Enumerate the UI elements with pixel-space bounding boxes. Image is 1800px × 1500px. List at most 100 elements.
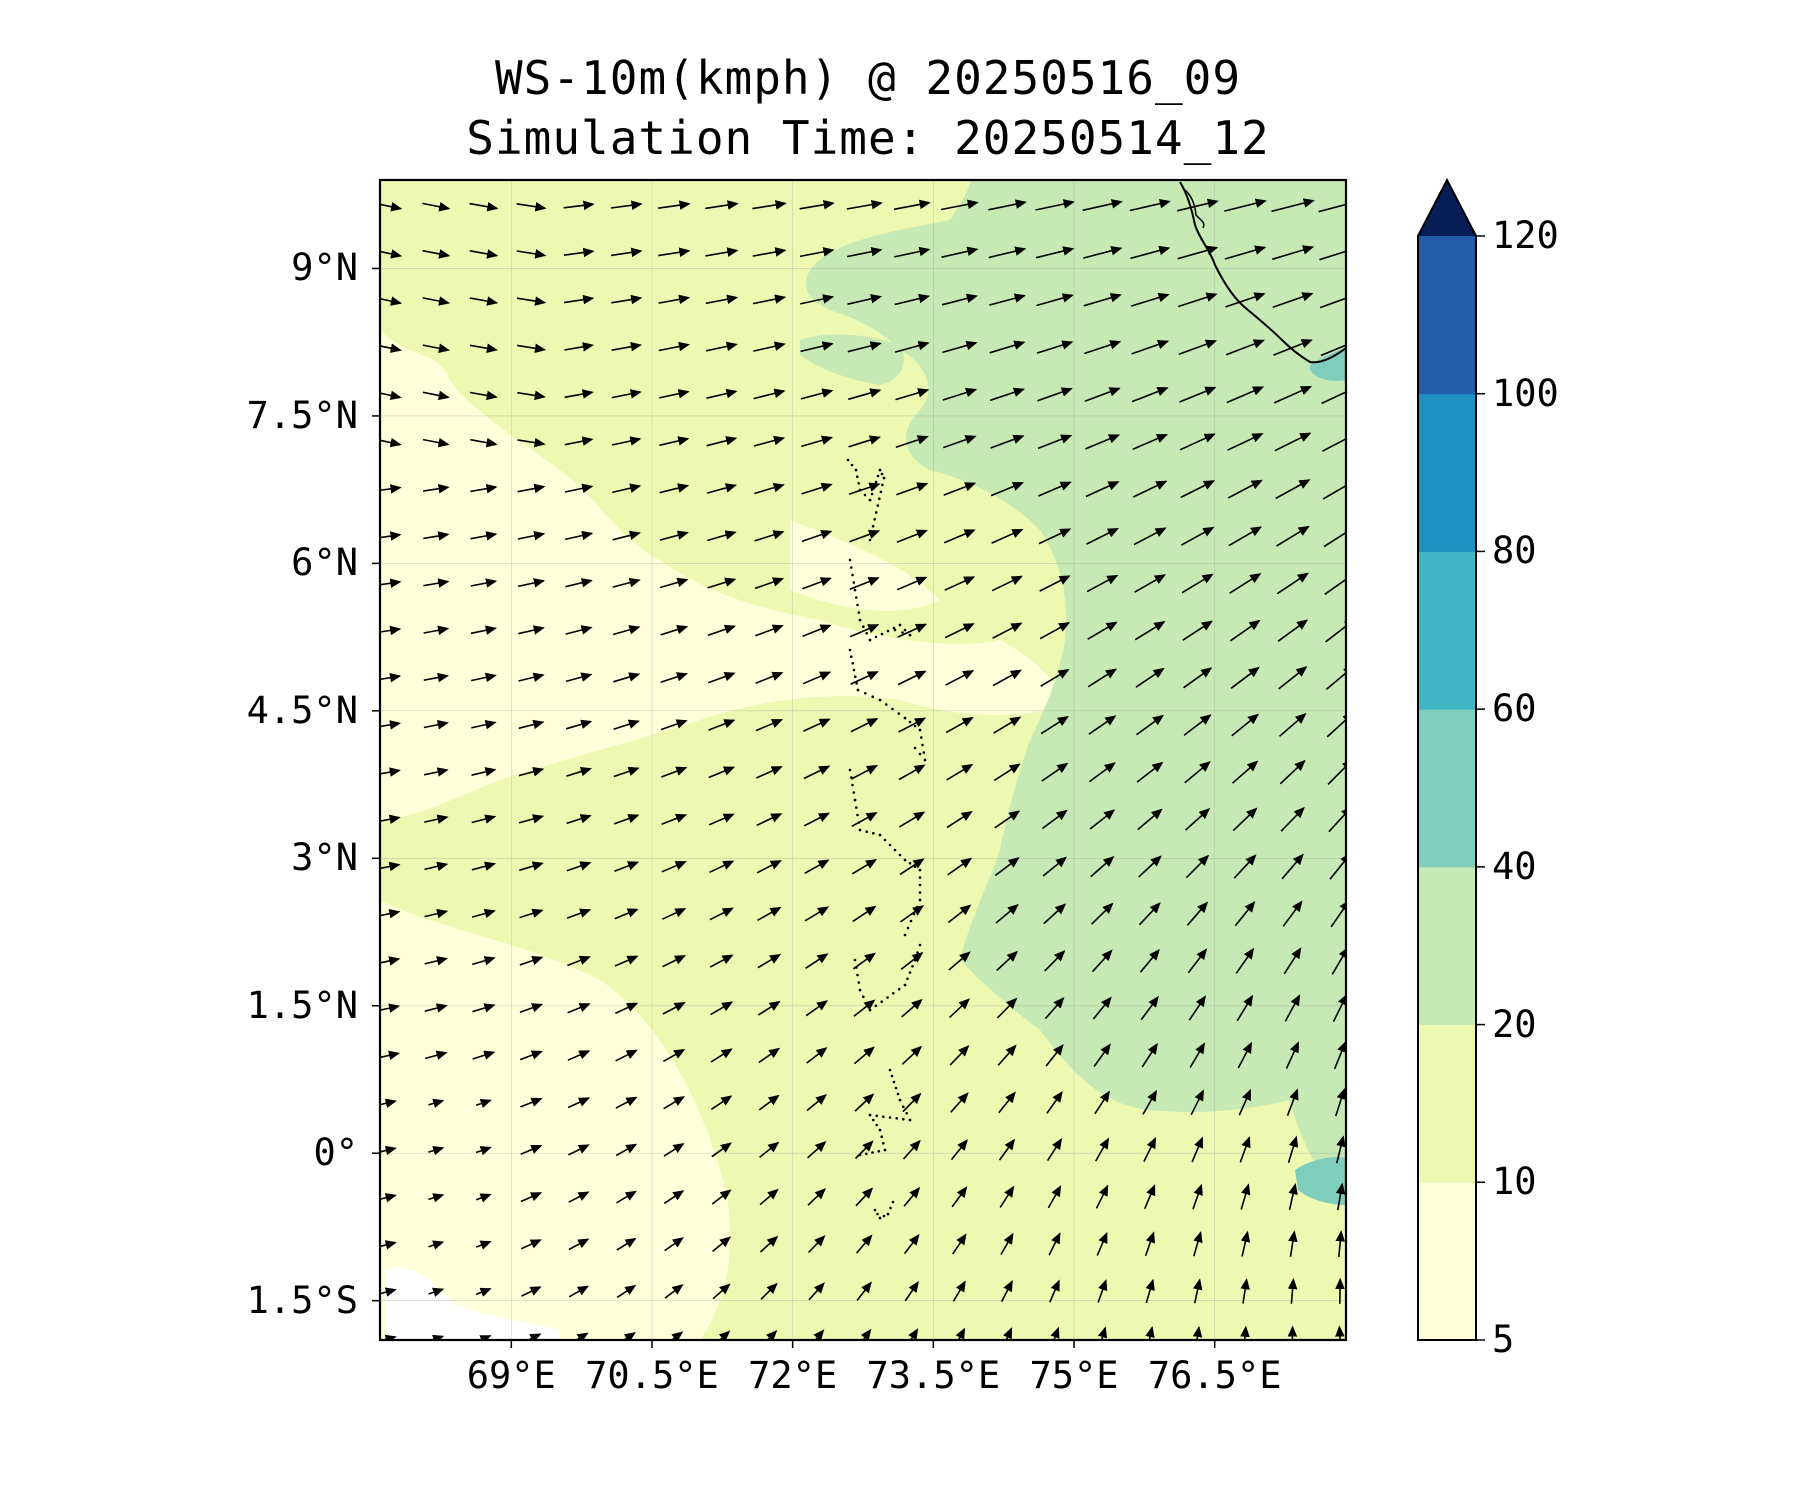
wind-arrow [565, 530, 594, 541]
wind-arrow [1133, 527, 1167, 546]
wind-arrow [707, 577, 737, 589]
wind-arrow [565, 672, 593, 683]
wind-arrow [940, 199, 979, 211]
wind-arrow [705, 341, 738, 352]
colorbar-tick-label: 5 [1492, 1318, 1515, 1361]
wind-arrow [1138, 855, 1162, 878]
atoll-dot [865, 830, 868, 833]
atoll-dot [874, 511, 878, 514]
wind-arrow [612, 530, 641, 541]
wind-arrow [471, 719, 497, 730]
wind-arrow [1094, 1090, 1110, 1115]
wind-arrow [1275, 479, 1311, 500]
wind-arrow [896, 482, 929, 496]
wind-arrow [471, 908, 496, 919]
y-tick-label: 1.5°N [246, 983, 358, 1027]
wind-arrow [469, 296, 499, 306]
wind-arrow [945, 670, 975, 686]
wind-arrow [706, 483, 737, 494]
wind-arrow [1191, 1136, 1204, 1163]
atoll-dot [863, 493, 867, 497]
wind-arrow [1184, 808, 1211, 831]
wind-arrow [807, 1235, 826, 1254]
wind-arrow [1228, 526, 1263, 547]
wind-arrow [422, 483, 450, 494]
wind-arrow [709, 907, 734, 921]
wind-arrow [1050, 1326, 1060, 1340]
wind-arrow [615, 1143, 638, 1157]
wind-arrow [1323, 525, 1346, 548]
wind-arrow [804, 906, 830, 922]
wind-arrow [614, 861, 640, 873]
wind-arrow [563, 294, 595, 305]
wind-arrow [1097, 1279, 1108, 1303]
wind-arrow [995, 903, 1019, 924]
wind-arrow [1192, 1278, 1203, 1304]
wind-arrow [563, 247, 595, 258]
atoll-dot [850, 655, 853, 658]
wind-arrow [989, 387, 1026, 402]
wind-arrow [664, 1237, 684, 1252]
wind-arrow [658, 294, 691, 305]
wind-arrow [1045, 1043, 1064, 1067]
wind-arrow [1095, 1184, 1109, 1209]
wind-arrow [1038, 528, 1072, 545]
wind-arrow [519, 908, 544, 919]
wind-arrow [894, 246, 931, 258]
wind-arrow [894, 340, 930, 353]
wind-arrow [1089, 809, 1116, 830]
atoll-dot [868, 498, 872, 502]
wind-arrow [990, 434, 1025, 449]
wind-arrow [1131, 339, 1170, 355]
wind-arrow [1040, 668, 1070, 687]
wind-arrow [942, 387, 978, 401]
colorbar-tick-label: 60 [1492, 687, 1537, 731]
wind-arrow [947, 904, 972, 924]
wind-arrow [615, 1049, 638, 1062]
wind-arrow [855, 1187, 874, 1207]
wind-arrow [1179, 433, 1216, 451]
atoll-dot [878, 698, 882, 702]
wind-arrow [754, 577, 785, 590]
wind-arrow [1131, 387, 1169, 403]
wind-arrow [988, 199, 1027, 211]
wind-arrow [1090, 855, 1115, 878]
wind-arrow [805, 953, 829, 969]
wind-arrow [1332, 993, 1346, 1023]
colorbar-band [1418, 393, 1476, 552]
atoll-dot [882, 476, 886, 480]
wind-arrow [380, 296, 403, 306]
wind-arrow [757, 1000, 781, 1016]
wind-arrow [998, 1091, 1016, 1114]
atoll-dot [878, 1216, 882, 1220]
wind-arrow [563, 200, 595, 211]
wind-arrow [806, 1094, 827, 1112]
wind-arrow [1176, 198, 1219, 212]
colorbar-band [1418, 1024, 1476, 1183]
wind-arrow [657, 200, 691, 210]
wind-arrow [1182, 620, 1213, 641]
atoll-dot [888, 843, 892, 847]
atoll-dot [915, 905, 919, 909]
wind-arrow [895, 388, 930, 401]
wind-arrow [1043, 903, 1067, 925]
wind-arrow [613, 814, 640, 825]
wind-arrow [1137, 808, 1163, 831]
wind-arrow [1282, 900, 1303, 927]
wind-arrow [610, 200, 643, 211]
wind-arrow [1240, 1183, 1251, 1210]
wind-arrow [760, 1282, 778, 1300]
wind-arrow [659, 436, 690, 447]
wind-arrow [1240, 1325, 1250, 1340]
wind-arrow [423, 531, 450, 541]
wind-arrow [808, 1282, 825, 1301]
map-panel [380, 180, 1346, 1340]
wind-arrow [380, 1334, 397, 1340]
wind-arrow [1145, 1278, 1155, 1304]
wind-arrow [1183, 714, 1212, 736]
wind-arrow [755, 624, 784, 637]
wind-arrow [1193, 1231, 1203, 1257]
wind-arrow [380, 1098, 397, 1108]
colorbar-tick-label: 20 [1492, 1002, 1537, 1046]
wind-arrow [1037, 434, 1073, 450]
